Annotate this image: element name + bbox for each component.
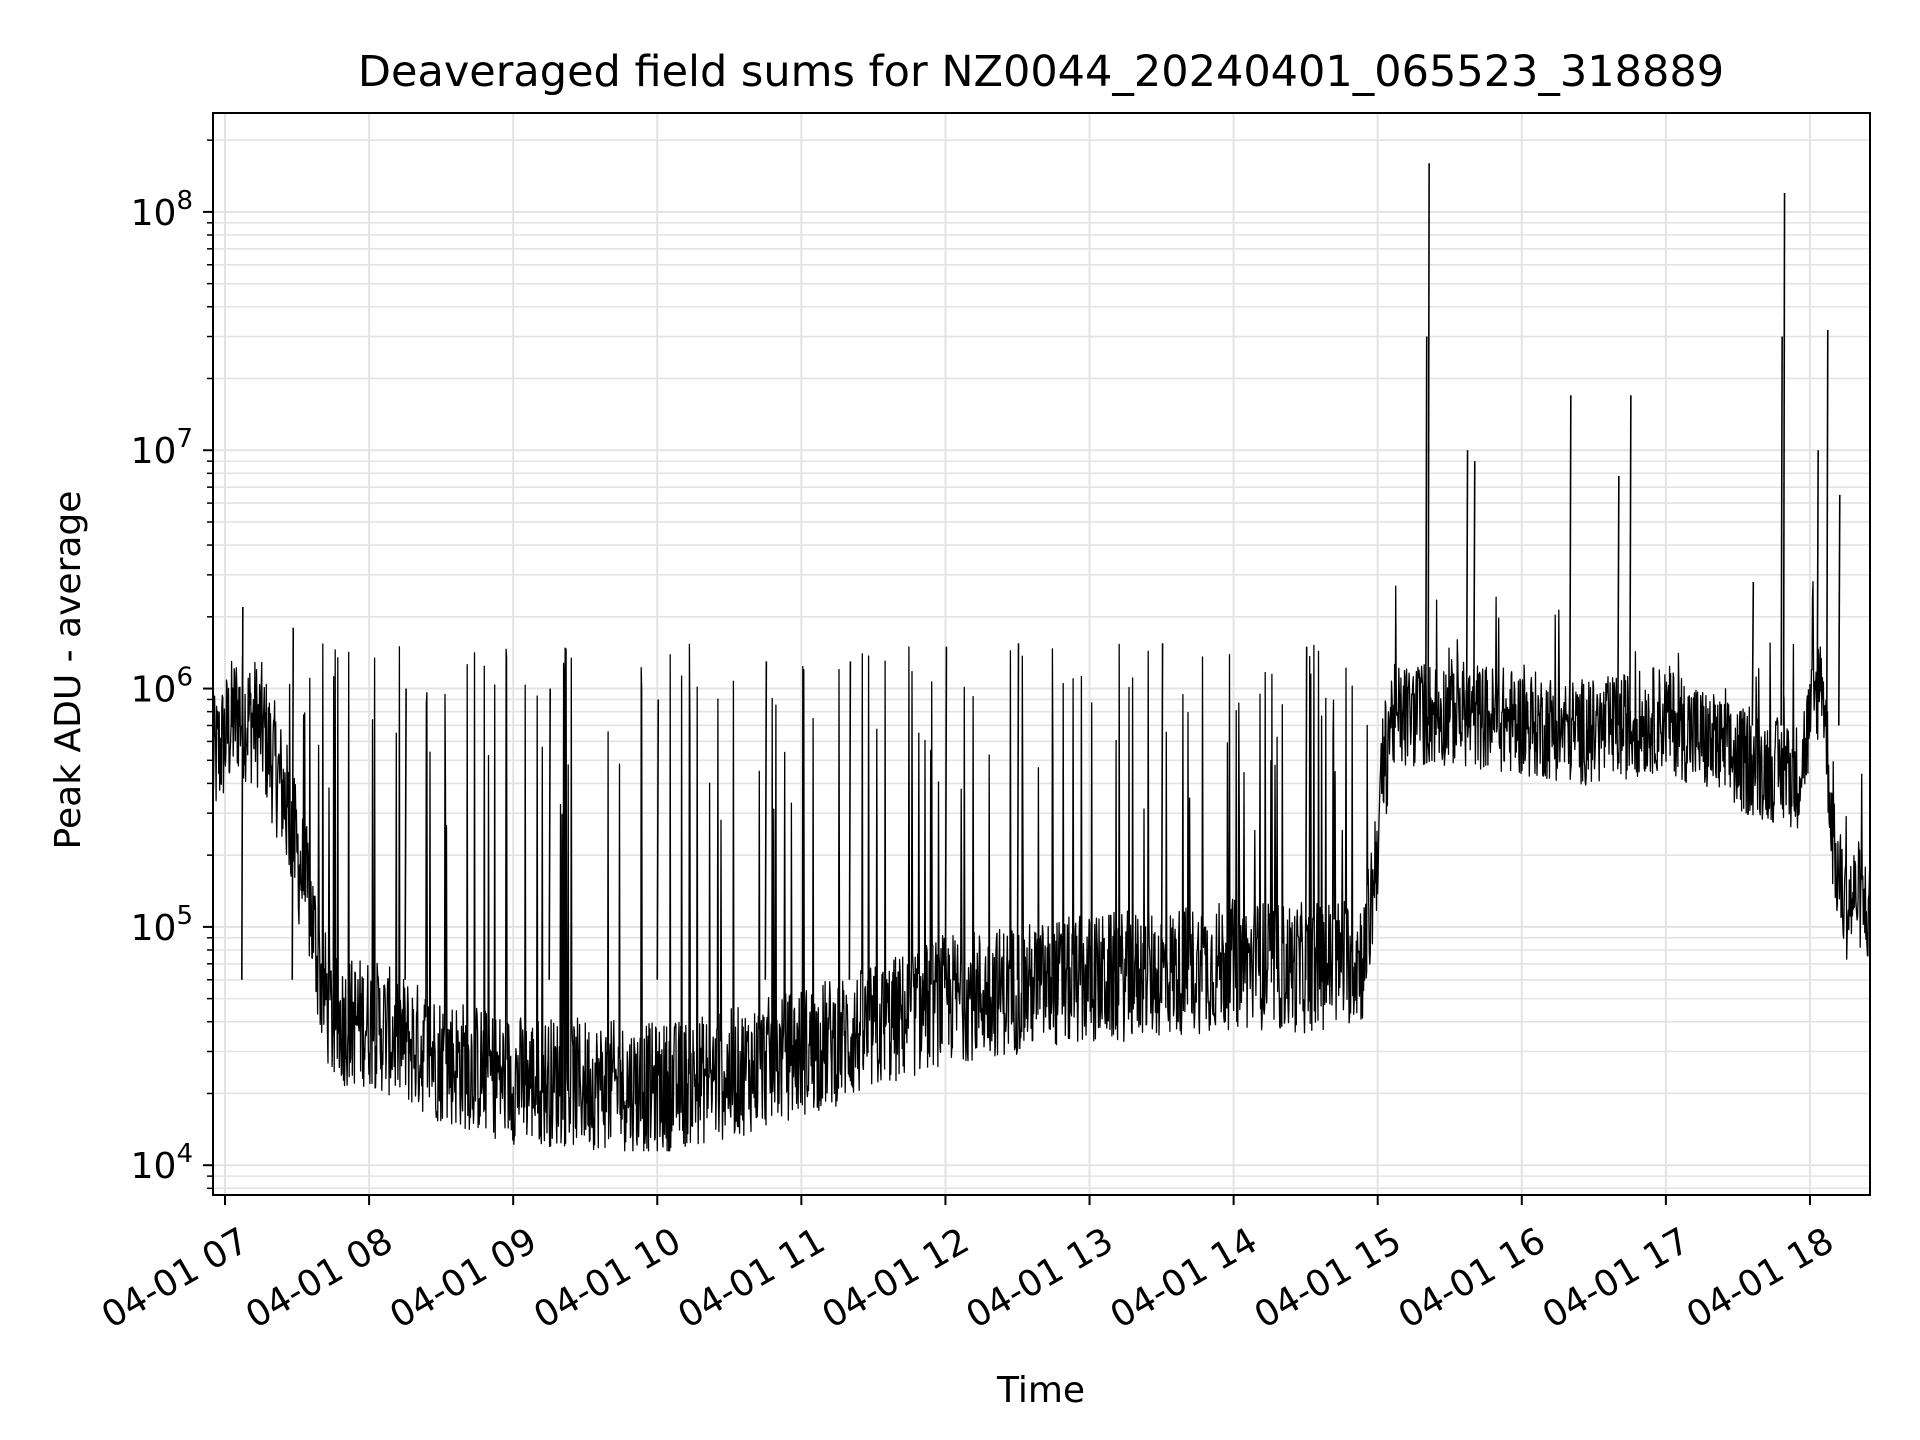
data-spike bbox=[944, 646, 948, 980]
data-spike bbox=[1427, 163, 1430, 726]
data-spike bbox=[1816, 450, 1819, 726]
y-tick-label: 107 bbox=[131, 424, 193, 472]
data-spike bbox=[1160, 643, 1164, 980]
data-spike bbox=[1825, 329, 1829, 726]
y-tick-label: 106 bbox=[131, 663, 193, 711]
data-spike bbox=[1016, 643, 1020, 980]
data-spike bbox=[1304, 646, 1308, 980]
data-spike bbox=[656, 699, 660, 980]
plot-area bbox=[212, 163, 1871, 1152]
data-spike bbox=[1569, 395, 1572, 726]
data-spike bbox=[764, 661, 768, 980]
chart-title: Deaveraged field sums for NZ0044_2024040… bbox=[358, 47, 1724, 97]
x-axis-label: Time bbox=[996, 1370, 1085, 1411]
data-spike bbox=[1424, 336, 1428, 726]
series-line bbox=[212, 580, 1871, 1152]
data-spike bbox=[1472, 461, 1476, 726]
data-spike bbox=[1751, 581, 1755, 726]
data-spike bbox=[1629, 395, 1632, 726]
data-spike bbox=[1782, 193, 1786, 726]
axes-frame bbox=[212, 112, 1871, 1196]
data-spike bbox=[241, 606, 244, 980]
data-spike bbox=[291, 627, 295, 980]
y-tick-label: 108 bbox=[131, 186, 193, 234]
y-axis-label: Peak ADU - average bbox=[48, 491, 89, 850]
data-spike bbox=[404, 688, 407, 980]
data-spike bbox=[1780, 336, 1783, 726]
data-spike bbox=[1617, 475, 1620, 726]
y-tick-label: 104 bbox=[131, 1139, 193, 1187]
data-spike bbox=[1465, 450, 1469, 726]
y-axis-ticks: 104 105 106 107 108 bbox=[131, 139, 213, 1190]
data-spike bbox=[548, 688, 552, 980]
y-tick-label: 105 bbox=[131, 901, 193, 949]
data-spike bbox=[848, 661, 852, 980]
data-spike bbox=[1837, 494, 1841, 726]
